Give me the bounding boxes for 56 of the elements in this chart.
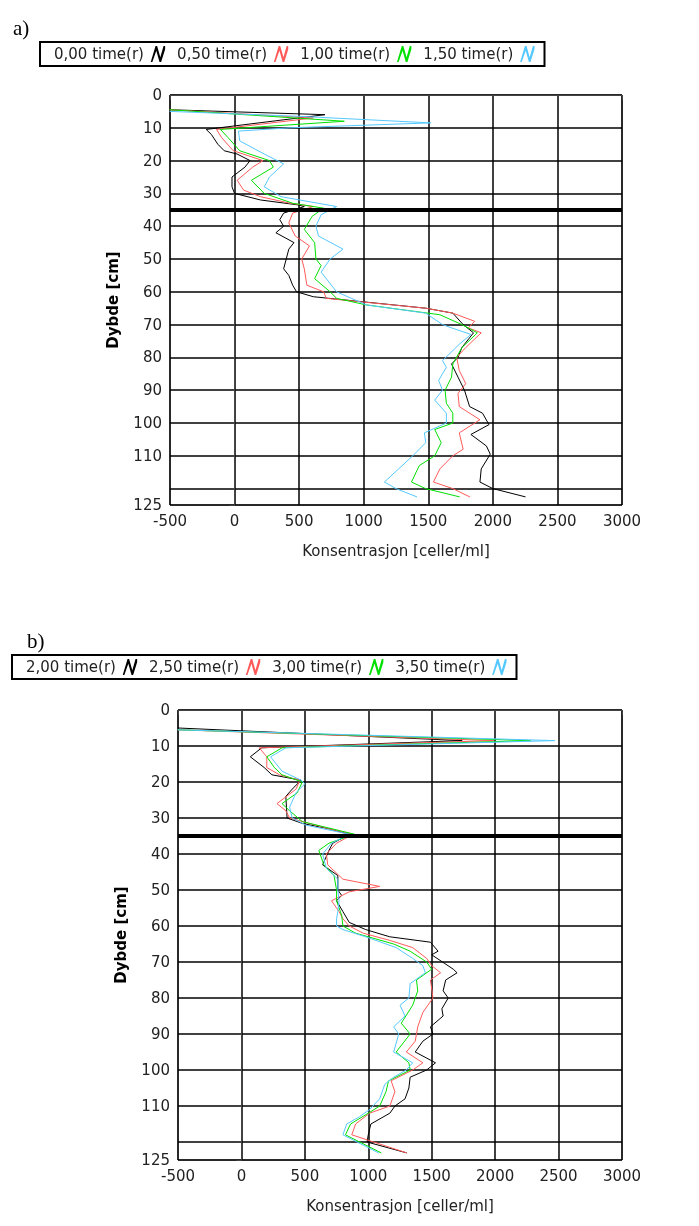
- y-tick-label: 60: [150, 917, 170, 935]
- legend-label: 2,50 time(r): [149, 658, 240, 676]
- y-tick-label: 100: [141, 1061, 170, 1079]
- x-tick-label: 500: [284, 511, 314, 530]
- x-tick-label: 2500: [538, 511, 577, 530]
- y-tick-label: 0: [152, 86, 162, 104]
- x-tick-label: 0: [236, 1166, 247, 1185]
- y-tick-label: 40: [142, 217, 162, 236]
- legend-label: 1,50 time(r): [423, 45, 514, 63]
- x-tick-label: 2000: [473, 511, 512, 530]
- x-tick-label: 0: [229, 511, 240, 530]
- x-tick-label: 3000: [602, 1166, 642, 1185]
- x-tick-label: 2500: [539, 1166, 578, 1185]
- y-tick-label: 90: [142, 381, 162, 400]
- x-tick-label: -500: [160, 1166, 196, 1185]
- x-tick-label: 3000: [602, 511, 642, 530]
- legend-label: 3,50 time(r): [395, 658, 486, 676]
- y-tick-label: 110: [133, 446, 162, 465]
- y-tick-label: 20: [150, 773, 170, 791]
- y-axis-title: Dybde [cm]: [103, 251, 122, 349]
- x-tick-label: 1000: [349, 1166, 388, 1185]
- y-tick-label: 50: [150, 881, 170, 899]
- y-tick-label: 10: [150, 737, 170, 755]
- y-tick-label: 60: [142, 282, 162, 301]
- legend-label: 3,00 time(r): [272, 658, 363, 676]
- y-tick-label: 100: [133, 414, 162, 432]
- y-tick-label: 80: [142, 348, 162, 367]
- x-tick-label: -500: [152, 511, 188, 530]
- legend-label: 1,00 time(r): [300, 45, 391, 63]
- y-tick-label: 70: [142, 315, 162, 334]
- x-axis-title: Konsentrasjon [celler/ml]: [306, 1196, 494, 1215]
- x-tick-label: 1000: [344, 511, 383, 530]
- x-tick-label: 1500: [409, 511, 448, 530]
- x-axis-title: Konsentrasjon [celler/ml]: [302, 541, 490, 560]
- x-tick-label: 2000: [476, 1166, 515, 1185]
- y-axis-title: Dybde [cm]: [111, 886, 130, 984]
- y-tick-label: 10: [142, 118, 162, 137]
- y-tick-label: 0: [160, 701, 170, 719]
- y-tick-label: 30: [142, 184, 162, 203]
- y-tick-label: 80: [150, 989, 170, 1007]
- chart-title: a): [13, 15, 30, 40]
- y-tick-label: 20: [142, 151, 162, 170]
- legend-label: 0,50 time(r): [177, 45, 268, 63]
- x-tick-label: 500: [290, 1166, 320, 1185]
- x-tick-label: 1500: [412, 1166, 451, 1185]
- legend-label: 0,00 time(r): [53, 45, 144, 63]
- y-tick-label: 30: [150, 809, 170, 827]
- chart-title: b): [27, 628, 45, 653]
- y-tick-label: 90: [150, 1025, 170, 1043]
- legend-label: 2,00 time(r): [25, 658, 116, 676]
- y-tick-label: 125: [141, 1151, 170, 1169]
- y-tick-label: 50: [142, 250, 162, 268]
- y-tick-label: 125: [133, 496, 162, 514]
- y-tick-label: 110: [141, 1097, 170, 1115]
- y-tick-label: 40: [150, 845, 170, 863]
- y-tick-label: 70: [150, 953, 170, 971]
